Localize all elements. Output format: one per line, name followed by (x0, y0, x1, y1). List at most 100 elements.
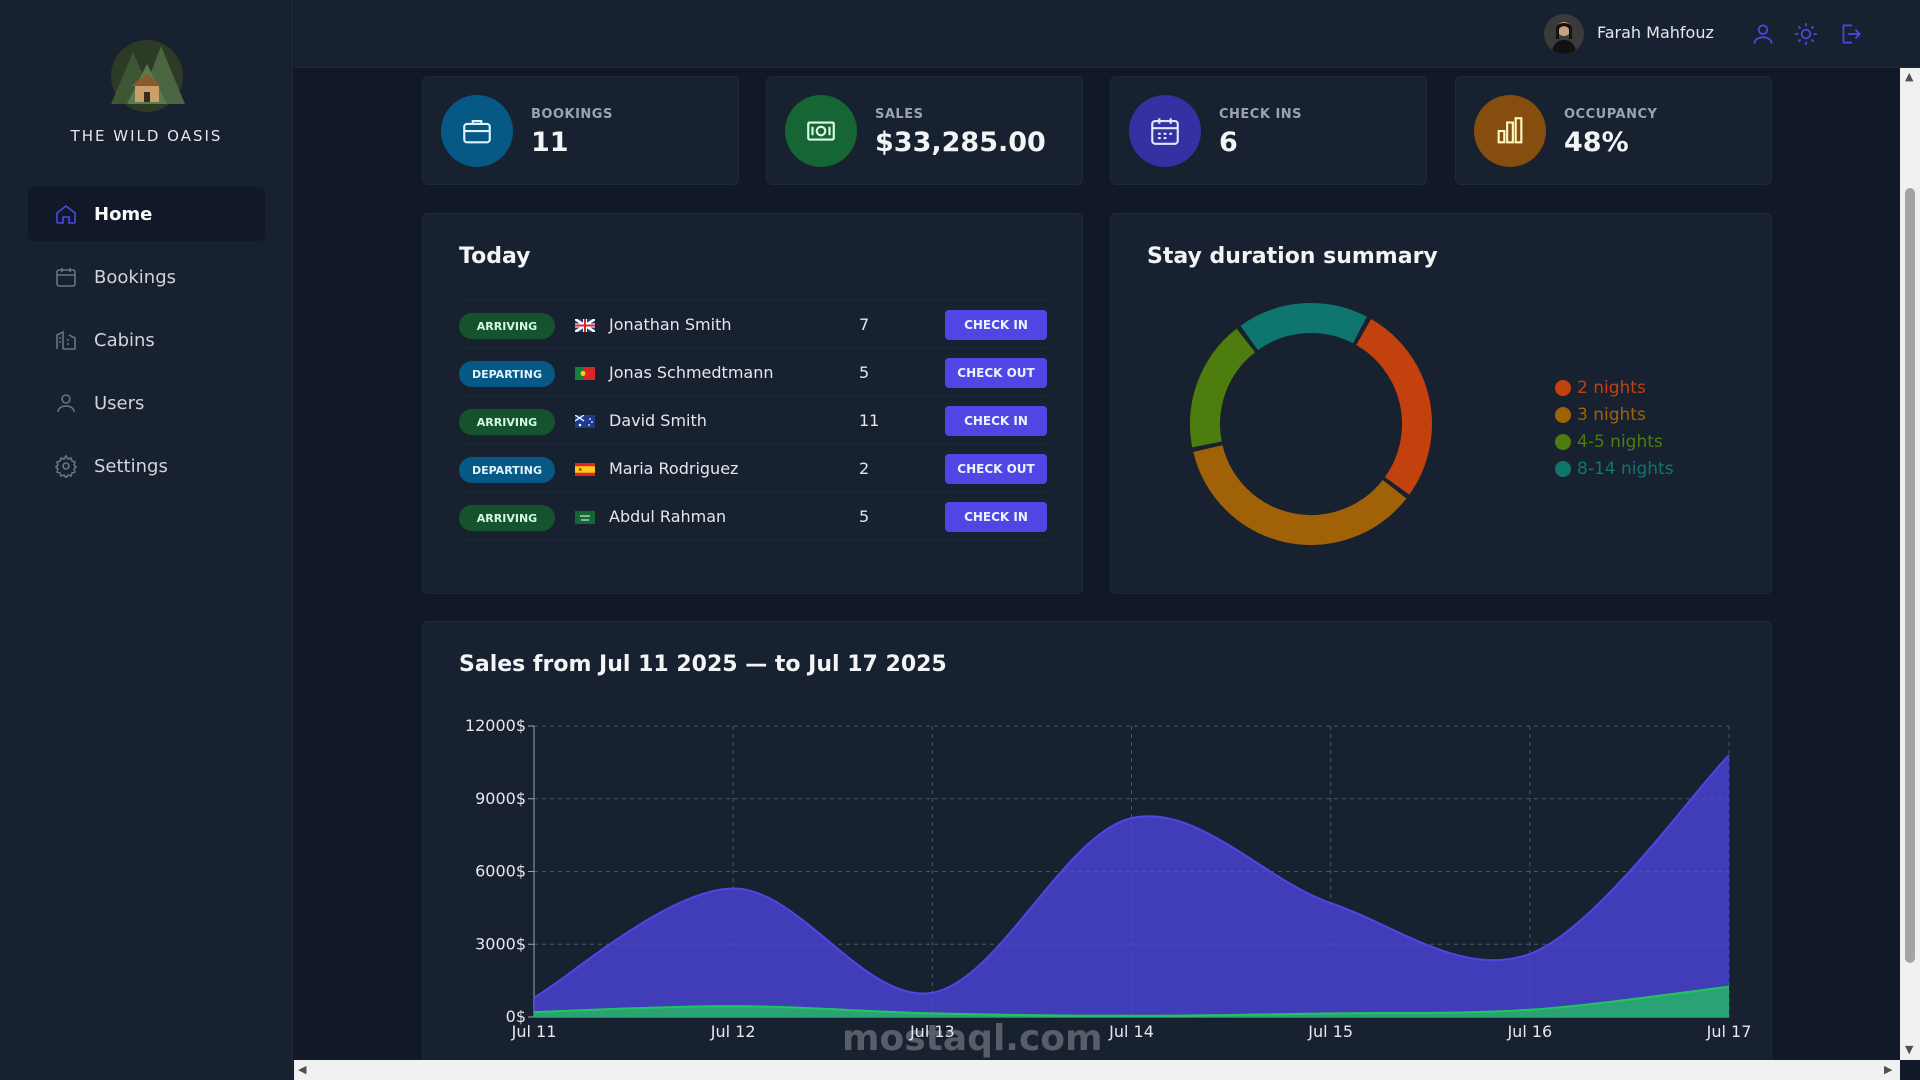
status-badge: DEPARTING (459, 457, 555, 483)
duration-panel: Stay duration summary 2 nights 3 nights 4-… (1110, 213, 1772, 594)
chart-bar-icon (1497, 117, 1523, 144)
gear-icon (54, 454, 78, 478)
y-tick-label: 3000$ (475, 934, 526, 953)
area-series-line (533, 985, 1730, 1017)
building-icon (56, 330, 76, 350)
today-panel: Today ARRIVING Jonathan Smith 7 CHECK IN… (422, 213, 1083, 594)
sidebar-nav: Home Bookings Cabins Users Settings (28, 187, 265, 502)
scroll-left-arrow[interactable]: ◀ (298, 1063, 307, 1076)
wild-oasis-logo (111, 40, 185, 112)
stat-card-bookings: BOOKINGS 11 (422, 76, 739, 185)
vertical-scroll-thumb[interactable] (1905, 188, 1915, 963)
horizontal-scrollbar[interactable]: ◀ ▶ (294, 1060, 1900, 1080)
stat-value: 48% (1564, 127, 1629, 158)
status-badge: ARRIVING (459, 313, 555, 339)
area-series-fill (534, 755, 1729, 1017)
x-tick-label: Jul 13 (909, 1022, 955, 1041)
legend-label: 3 nights (1577, 404, 1646, 425)
stat-card-occupancy: OCCUPANCY 48% (1455, 76, 1772, 185)
nights-count: 5 (859, 507, 870, 526)
home-icon (56, 204, 76, 224)
portugal-flag-icon (575, 367, 595, 380)
banknote-icon (807, 121, 835, 141)
x-tick-label: Jul 12 (710, 1022, 756, 1041)
legend-dot (1555, 379, 1571, 396)
calendar-days-icon (1151, 118, 1179, 145)
status-badge: ARRIVING (459, 409, 555, 435)
legend-dot (1555, 460, 1571, 477)
sidebar: THE WILD OASIS Home Bookings Cabins User… (0, 0, 293, 1080)
x-tick-label: Jul 11 (511, 1022, 557, 1041)
donut-slice (1240, 303, 1367, 351)
legend-item: 3 nights (1555, 401, 1674, 428)
stat-label: CHECK INS (1219, 107, 1303, 122)
australia-flag-icon (575, 415, 595, 428)
user-icon[interactable] (1750, 21, 1776, 47)
legend-dot (1555, 406, 1571, 423)
guest-name: Maria Rodriguez (609, 459, 739, 478)
stat-card-sales: SALES $33,285.00 (766, 76, 1083, 185)
table-row: ARRIVING David Smith 11 CHECK IN (459, 396, 1049, 444)
watermark: mostaql.com (842, 1018, 1103, 1059)
saudi-flag-icon (575, 511, 595, 524)
check-out-button[interactable]: CHECK OUT (945, 454, 1047, 484)
scroll-down-arrow[interactable]: ▼ (1905, 1043, 1914, 1056)
status-badge: DEPARTING (459, 361, 555, 387)
sidebar-item-bookings[interactable]: Bookings (28, 250, 265, 304)
stat-label: SALES (875, 107, 924, 122)
uk-flag-icon (575, 319, 595, 332)
legend-label: 2 nights (1577, 377, 1646, 398)
sidebar-item-home[interactable]: Home (28, 187, 265, 241)
nights-count: 11 (859, 411, 880, 430)
scroll-up-arrow[interactable]: ▲ (1905, 70, 1914, 83)
avatar-image (1544, 14, 1584, 54)
check-out-button[interactable]: CHECK OUT (945, 358, 1047, 388)
briefcase-icon (463, 120, 491, 144)
top-header: Farah Mahfouz (294, 0, 1920, 68)
sidebar-item-label: Bookings (94, 266, 177, 288)
table-row: ARRIVING Abdul Rahman 5 CHECK IN (459, 492, 1049, 540)
stat-label: OCCUPANCY (1564, 107, 1658, 122)
user-icon (57, 394, 75, 413)
y-tick-label: 0$ (506, 1007, 526, 1026)
legend-dot (1555, 433, 1571, 450)
donut-slice (1355, 319, 1432, 495)
spain-flag-icon (575, 463, 595, 476)
check-in-button[interactable]: CHECK IN (945, 406, 1047, 436)
stat-icon-circle (441, 95, 513, 167)
sales-panel: Sales from Jul 11 2025 — to Jul 17 2025 … (422, 621, 1772, 1071)
duration-title: Stay duration summary (1147, 244, 1438, 269)
x-tick-label: Jul 14 (1108, 1022, 1154, 1041)
sidebar-item-users[interactable]: Users (28, 376, 265, 430)
avatar[interactable] (1544, 14, 1584, 54)
donut-slice (1193, 444, 1407, 545)
scroll-right-arrow[interactable]: ▶ (1884, 1063, 1893, 1076)
legend-item: 4-5 nights (1555, 428, 1674, 455)
sales-area-chart: 0$ 3000$ 6000$ 9000$ 12000$ Jul 11 Jul 12 Jul 1… (465, 716, 1752, 1041)
sidebar-item-label: Settings (94, 455, 168, 477)
check-in-button[interactable]: CHECK IN (945, 310, 1047, 340)
y-tick-label: 9000$ (475, 789, 526, 808)
legend-label: 4-5 nights (1577, 431, 1663, 452)
y-tick-label: 12000$ (465, 716, 526, 735)
guest-name: David Smith (609, 411, 707, 430)
x-tick-label: Jul 15 (1307, 1022, 1353, 1041)
logout-icon[interactable] (1837, 21, 1863, 47)
donut-slice (1190, 328, 1256, 448)
stay-duration-donut-chart (1190, 303, 1432, 545)
sun-icon[interactable] (1793, 21, 1819, 47)
x-tick-label: Jul 17 (1706, 1022, 1752, 1041)
check-in-button[interactable]: CHECK IN (945, 502, 1047, 532)
sidebar-item-settings[interactable]: Settings (28, 439, 265, 493)
area-series-line (533, 754, 1730, 999)
table-row: ARRIVING Jonathan Smith 7 CHECK IN (459, 300, 1049, 348)
status-badge: ARRIVING (459, 505, 555, 531)
user-name: Farah Mahfouz (1597, 23, 1714, 42)
legend-item: 8-14 nights (1555, 455, 1674, 482)
sidebar-item-cabins[interactable]: Cabins (28, 313, 265, 367)
table-row: DEPARTING Maria Rodriguez 2 CHECK OUT (459, 444, 1049, 492)
stat-value: 11 (531, 127, 569, 158)
calendar-icon (56, 268, 76, 287)
stat-value: 6 (1219, 127, 1238, 158)
vertical-scrollbar[interactable]: ▲ ▼ (1900, 68, 1920, 1060)
